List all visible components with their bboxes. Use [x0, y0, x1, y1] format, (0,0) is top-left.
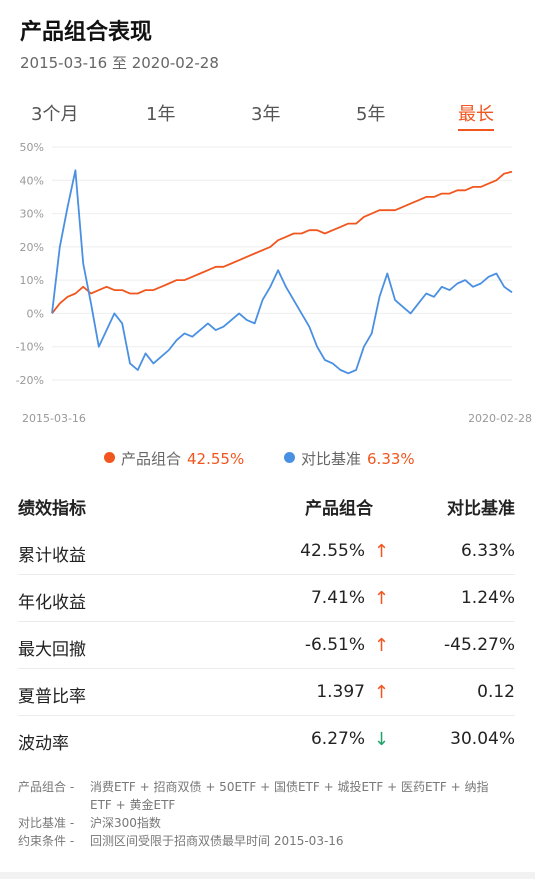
legend-portfolio-label: 产品组合 [121, 450, 182, 468]
y-tick-label: -10% [16, 341, 44, 354]
portfolio-legend-dot [104, 452, 115, 463]
performance-table: 绩效指标 产品组合 对比基准 累计收益 42.55% ↑ 6.33% 年化收益 7.41%… [18, 484, 515, 762]
table-row: 累计收益 42.55% ↑ 6.33% [18, 528, 515, 575]
benchmark-value: -45.27% [444, 635, 515, 655]
arrow-up-icon: ↑ [373, 588, 389, 609]
page-title: 产品组合表现 [20, 20, 153, 45]
table-row: 波动率 6.27% ↓ 30.04% [18, 716, 515, 762]
portfolio-value: 42.55% [300, 541, 365, 561]
y-tick-label: 10% [20, 274, 44, 287]
benchmark-value: 6.33% [460, 541, 515, 561]
note-separator: - [69, 834, 75, 848]
header-metric: 绩效指标 [18, 499, 86, 519]
legend-benchmark-value: 6.33% [367, 450, 415, 468]
tab-active-indicator [458, 129, 494, 131]
portfolio-value: 7.41% [310, 588, 365, 608]
note-constraint: 约束条件 - 回测区间受限于招商双债最早时间 2015-03-16 [18, 832, 518, 850]
tab-3-years[interactable]: 3年 [251, 104, 281, 125]
arrow-down-icon: ↓ [373, 729, 389, 750]
metric-name: 累计收益 [18, 546, 86, 566]
arrow-up-icon: ↑ [373, 682, 389, 703]
note-constraint-text: 回测区间受限于招商双债最早时间 2015-03-16 [90, 834, 344, 848]
benchmark-value: 30.04% [450, 729, 515, 749]
portfolio-value: 1.397 [316, 682, 365, 702]
note-benchmark-text: 沪深300指数 [90, 816, 161, 830]
arrow-up-icon: ↑ [373, 541, 389, 562]
performance-line-chart: 50% 40% 30% 20% 10% 0% -10% -20% 2015-03-16 2020-… [16, 141, 532, 425]
legend-item-portfolio: 产品组合 42.55% [104, 448, 244, 469]
x-tick-label-start: 2015-03-16 [22, 412, 86, 425]
x-tick-label-end: 2020-02-28 [468, 412, 532, 425]
tab-5-years[interactable]: 5年 [356, 104, 386, 125]
legend-item-benchmark: 对比基准 6.33% [284, 448, 415, 469]
benchmark-legend-dot [284, 452, 295, 463]
header-benchmark: 对比基准 [447, 499, 515, 519]
tab-1-year[interactable]: 1年 [146, 104, 176, 125]
y-tick-label: 40% [20, 174, 44, 187]
note-portfolio: 产品组合 - 消费ETF + 招商双债 + 50ETF + 国债ETF + 城投E… [18, 778, 518, 814]
header-portfolio: 产品组合 [305, 499, 373, 519]
table-row: 夏普比率 1.397 ↑ 0.12 [18, 669, 515, 716]
note-separator: - [69, 780, 75, 794]
y-tick-label: 0% [27, 307, 44, 320]
y-tick-label: 50% [20, 141, 44, 154]
metric-name: 波动率 [18, 734, 69, 754]
table-header: 绩效指标 产品组合 对比基准 [18, 484, 515, 528]
footnotes: 产品组合 - 消费ETF + 招商双债 + 50ETF + 国债ETF + 城投E… [18, 778, 518, 850]
benchmark-series-line [51, 169, 513, 375]
metric-name: 夏普比率 [18, 687, 86, 707]
portfolio-value: 6.27% [310, 729, 365, 749]
tab-max-label: 最长 [458, 104, 494, 125]
note-separator: - [69, 816, 75, 830]
note-benchmark: 对比基准 - 沪深300指数 [18, 814, 518, 832]
benchmark-value: 1.24% [460, 588, 515, 608]
bottom-divider [0, 872, 535, 879]
metric-name: 最大回撤 [18, 640, 86, 660]
tab-3-months[interactable]: 3个月 [31, 104, 79, 125]
note-constraint-label: 约束条件 [18, 834, 67, 848]
y-tick-label: 20% [20, 241, 44, 254]
legend-benchmark-label: 对比基准 [301, 450, 362, 468]
benchmark-value: 0.12 [477, 682, 515, 702]
date-range: 2015-03-16 至 2020-02-28 [20, 54, 219, 72]
legend-portfolio-value: 42.55% [187, 450, 245, 468]
period-tabs: 3个月 1年 3年 5年 最长 [0, 100, 535, 131]
portfolio-value: -6.51% [304, 635, 365, 655]
chart-legend: 产品组合 42.55% 对比基准 6.33% [0, 448, 535, 472]
note-portfolio-text: 消费ETF + 招商双债 + 50ETF + 国债ETF + 城投ETF + 医… [90, 780, 489, 812]
y-tick-label: 30% [20, 208, 44, 221]
portfolio-series-line [51, 170, 513, 314]
y-tick-label: -20% [16, 374, 44, 387]
table-row: 年化收益 7.41% ↑ 1.24% [18, 575, 515, 622]
note-portfolio-label: 产品组合 [18, 780, 67, 794]
arrow-up-icon: ↑ [373, 635, 389, 656]
note-benchmark-label: 对比基准 [18, 816, 67, 830]
table-row: 最大回撤 -6.51% ↑ -45.27% [18, 622, 515, 669]
tab-max[interactable]: 最长 [458, 100, 494, 131]
metric-name: 年化收益 [18, 593, 86, 613]
